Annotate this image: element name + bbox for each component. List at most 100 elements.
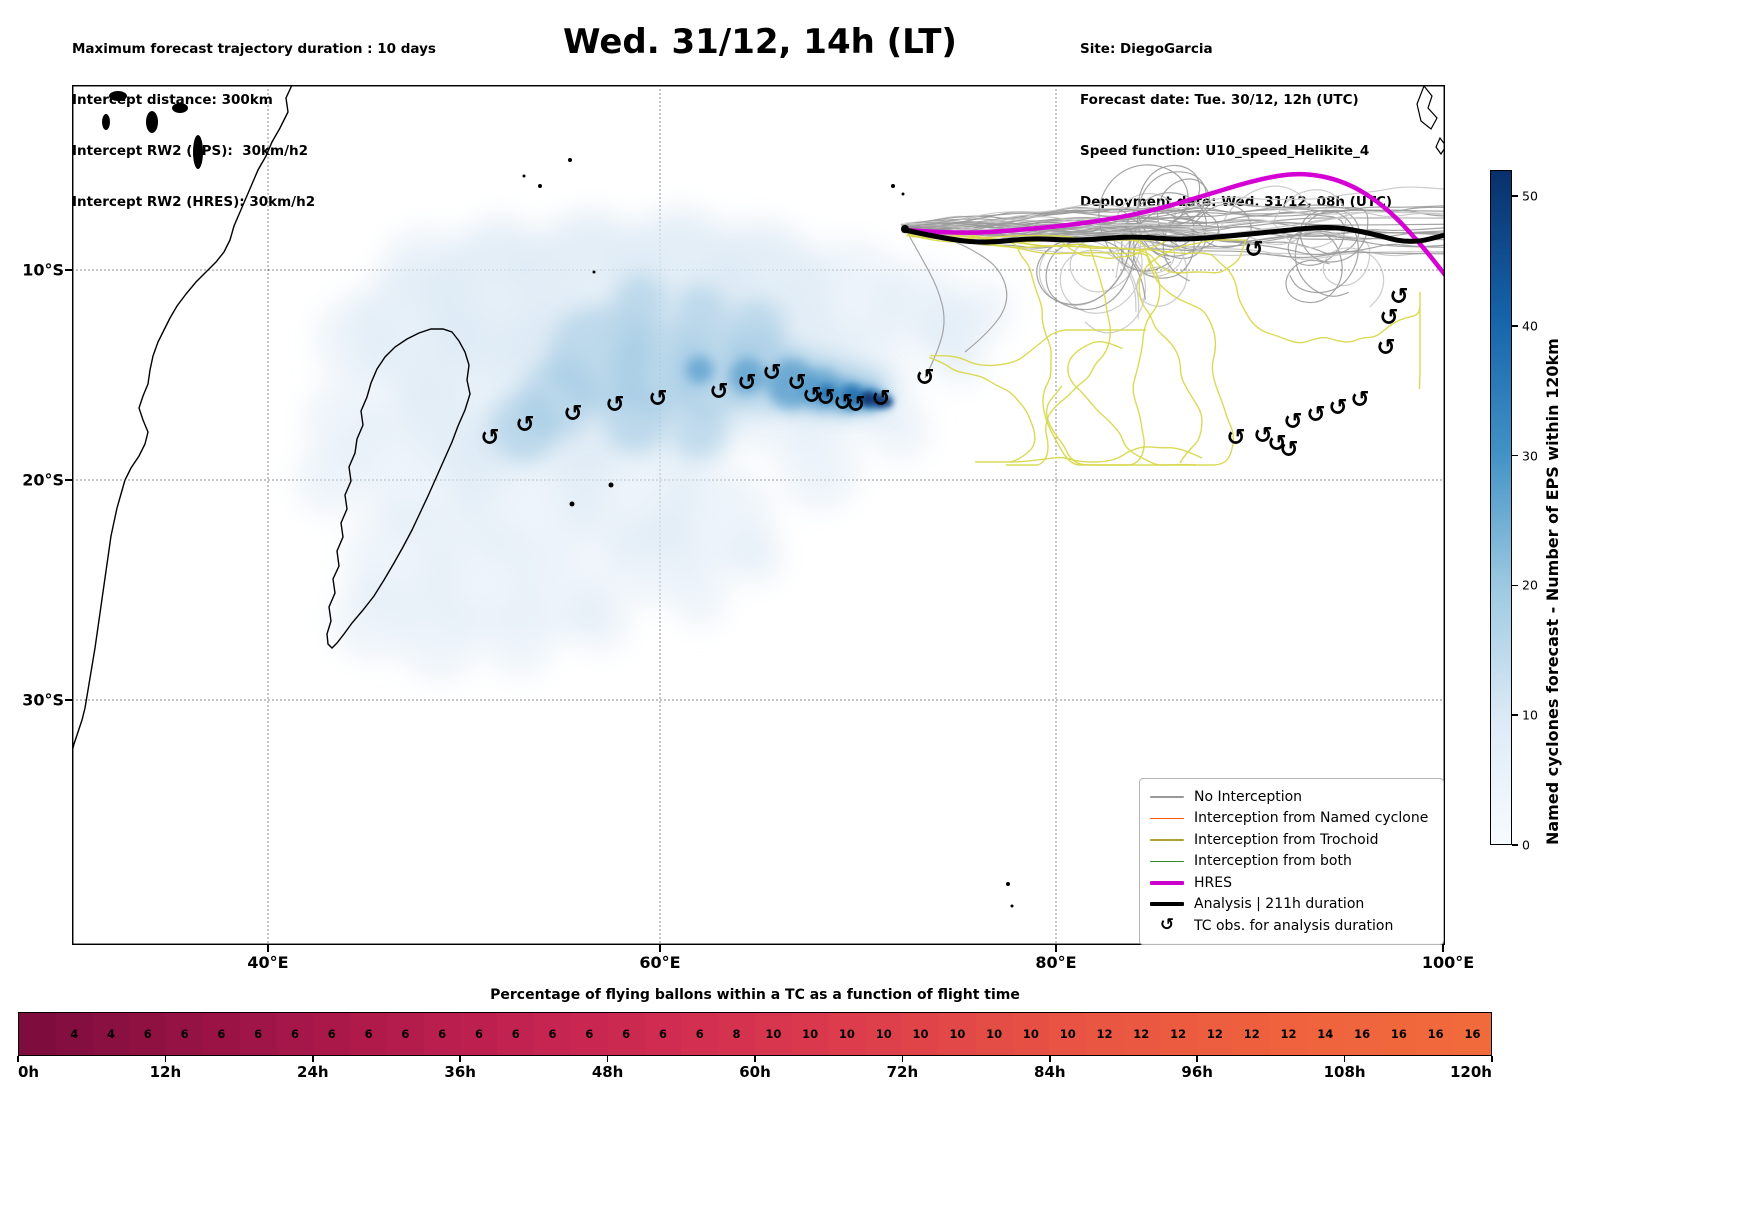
hour-label: 0h bbox=[18, 1063, 40, 1081]
percentage-cell: 8 bbox=[718, 1013, 755, 1055]
site-info-block: Site: DiegoGarcia Forecast date: Tue. 30… bbox=[1080, 7, 1392, 245]
percentage-cell: 6 bbox=[607, 1013, 645, 1055]
percentage-cell: 10 bbox=[828, 1013, 866, 1055]
percentage-cell: 10 bbox=[1049, 1013, 1087, 1055]
tc-obs-symbol: ↺ bbox=[1328, 395, 1347, 421]
speed-function-line: Speed function: U10_speed_Helikite_4 bbox=[1080, 143, 1370, 159]
coastlines bbox=[73, 86, 1444, 908]
tc-obs-symbol: ↺ bbox=[787, 370, 806, 396]
y-axis-tick bbox=[65, 269, 72, 271]
y-tick-label: 20°S bbox=[22, 470, 64, 490]
percentage-cell: 10 bbox=[1012, 1013, 1050, 1055]
colorbar-tick-label: 40 bbox=[1522, 318, 1538, 334]
analysis-trajectory bbox=[902, 224, 1444, 245]
y-axis-tick bbox=[65, 479, 72, 481]
tc-observations: ↺ ↺ ↺ ↺ ↺ ↺ ↺ ↺ ↺↺↺↺↺ ↺↺↺↺↺↺↺↺↺↺↺↺ ↺↺ bbox=[480, 237, 1408, 463]
percentage-cell: 16 bbox=[1343, 1013, 1381, 1055]
colorbar-tick-label: 0 bbox=[1522, 837, 1530, 853]
legend-item: HRES bbox=[1150, 872, 1433, 894]
y-tick-label: 10°S bbox=[22, 260, 64, 280]
figure-title: Wed. 31/12, 14h (LT) bbox=[563, 22, 957, 62]
eps-colorbar bbox=[1490, 170, 1512, 845]
percentage-cell: 6 bbox=[570, 1013, 608, 1055]
flight-time-tick bbox=[312, 1056, 314, 1062]
colorbar-tick-label: 30 bbox=[1522, 448, 1538, 464]
tc-obs-symbol: ↺ bbox=[1244, 237, 1263, 263]
percentage-cell: 4 bbox=[92, 1013, 130, 1055]
x-tick-label: 80°E bbox=[1035, 953, 1077, 972]
percentage-cell: 12 bbox=[1270, 1013, 1307, 1055]
tc-obs-symbol: ↺ bbox=[1389, 284, 1408, 310]
legend-item: Interception from Trochoid bbox=[1150, 829, 1433, 851]
legend-label: Interception from Trochoid bbox=[1194, 831, 1379, 848]
percentage-cell: 10 bbox=[975, 1013, 1013, 1055]
site-line: Site: DiegoGarcia bbox=[1080, 41, 1213, 57]
forecast-date-line: Forecast date: Tue. 30/12, 12h (UTC) bbox=[1080, 92, 1359, 108]
x-tick-label: 100°E bbox=[1421, 953, 1475, 972]
y-axis-tick bbox=[65, 699, 72, 701]
percentage-cell: 6 bbox=[276, 1013, 314, 1055]
percentage-cell: 10 bbox=[865, 1013, 903, 1055]
tc-obs-symbol: ↺ bbox=[833, 390, 852, 416]
param-line-rw2-hres: Intercept RW2 (HRES): 30km/h2 bbox=[72, 194, 316, 210]
hres-trajectory bbox=[902, 171, 1444, 278]
percentage-cell: 12 bbox=[1196, 1013, 1234, 1055]
percentage-cell: 10 bbox=[791, 1013, 829, 1055]
eps-density-cloud bbox=[861, 392, 892, 407]
percentage-cell: 6 bbox=[644, 1013, 682, 1055]
percentage-cell: 10 bbox=[938, 1013, 976, 1055]
legend-line-sample bbox=[1150, 796, 1184, 798]
percentage-cell: 6 bbox=[460, 1013, 498, 1055]
tc-obs-symbol: ↺ bbox=[802, 383, 821, 409]
tc-obs-symbol: ↺ bbox=[1376, 335, 1395, 361]
percentage-cell: 6 bbox=[129, 1013, 167, 1055]
x-tick-label: 40°E bbox=[247, 953, 289, 972]
x-axis-tick bbox=[1055, 945, 1057, 952]
x-tick-label: 60°E bbox=[639, 953, 681, 972]
percentage-cell: 6 bbox=[681, 1013, 719, 1055]
tc-obs-symbol: ↺ bbox=[1253, 423, 1272, 449]
flight-time-tick bbox=[1343, 1056, 1346, 1062]
percentage-cell: 16 bbox=[1417, 1013, 1455, 1055]
percentage-cell: 6 bbox=[497, 1013, 535, 1055]
tc-obs-symbol: ↺ bbox=[846, 392, 865, 418]
legend-line-sample bbox=[1150, 860, 1184, 862]
percentage-cell: 6 bbox=[166, 1013, 203, 1055]
percentage-cell: 10 bbox=[754, 1013, 792, 1055]
percentage-cell: 12 bbox=[1122, 1013, 1160, 1055]
map-legend: No Interception Interception from Named c… bbox=[1139, 778, 1444, 945]
tc-obs-symbol: ↺ bbox=[515, 412, 534, 438]
tc-obs-symbol: ↺ bbox=[915, 365, 934, 391]
flight-time-tick bbox=[606, 1056, 609, 1062]
hour-label: 48h bbox=[591, 1063, 624, 1081]
legend-item: No Interception bbox=[1150, 786, 1433, 808]
legend-label: No Interception bbox=[1194, 788, 1303, 805]
tc-obs-symbol: ↺ bbox=[1306, 402, 1325, 428]
percentage-cell: 12 bbox=[1233, 1013, 1271, 1055]
percentage-cell: 12 bbox=[1086, 1013, 1123, 1055]
param-line-duration: Maximum forecast trajectory duration : 1… bbox=[72, 41, 436, 57]
hour-label: 12h bbox=[149, 1063, 182, 1081]
hour-label: 60h bbox=[739, 1063, 771, 1081]
flight-time-axis: 0h 12h 24h 36h 48h 60h 72h 84h 96h 108h 120h bbox=[18, 1063, 1492, 1087]
colorbar-tick-label: 10 bbox=[1522, 707, 1538, 723]
bottom-strip-title: Percentage of flying ballons within a TC… bbox=[490, 987, 1020, 1003]
tc-obs-symbol: ↺ bbox=[1226, 425, 1245, 451]
tc-obs-symbol: ↺ bbox=[605, 392, 624, 418]
legend-label: Interception from both bbox=[1194, 853, 1352, 870]
x-axis-tick bbox=[267, 945, 269, 952]
percentage-cell: 6 bbox=[239, 1013, 277, 1055]
flight-time-tick bbox=[754, 1056, 756, 1062]
percentage-cell: 6 bbox=[202, 1013, 240, 1055]
legend-line-sample bbox=[1150, 817, 1184, 819]
hour-label: 120h bbox=[1450, 1063, 1492, 1081]
legend-item: ↺ TC obs. for analysis duration bbox=[1150, 915, 1433, 937]
legend-label: TC obs. for analysis duration bbox=[1194, 917, 1394, 934]
percentage-cell: 4 bbox=[55, 1013, 93, 1055]
percentage-cell bbox=[19, 1013, 56, 1055]
colorbar-tick bbox=[1512, 844, 1518, 846]
legend-label: HRES bbox=[1194, 874, 1232, 891]
tc-obs-symbol: ↺ bbox=[1350, 387, 1369, 413]
hour-label: 108h bbox=[1323, 1063, 1366, 1081]
